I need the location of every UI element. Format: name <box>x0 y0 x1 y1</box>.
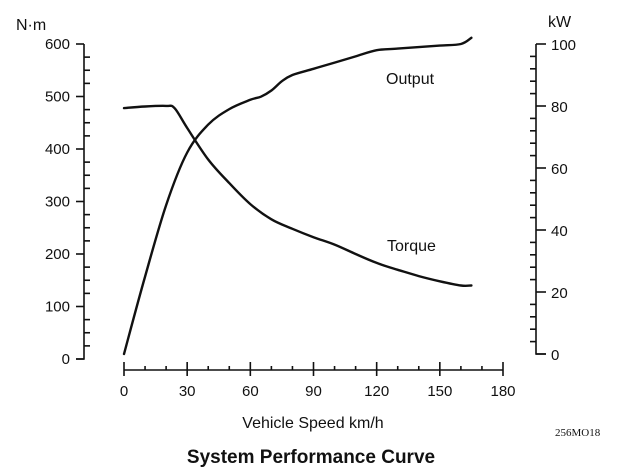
x-tick-label: 90 <box>305 383 322 400</box>
left-tick-label: 400 <box>45 141 70 158</box>
x-tick-label: 0 <box>120 383 128 400</box>
right-tick-label: 60 <box>551 161 568 178</box>
series-line-torque <box>122 104 473 288</box>
right-tick-label: 80 <box>551 99 568 116</box>
left-tick-label: 0 <box>62 351 70 368</box>
left-tick-label: 500 <box>45 89 70 106</box>
annotation-output: Output <box>386 71 435 88</box>
left-axis-unit-label: N·m <box>16 17 46 34</box>
right-axis-ticks: 0 20 40 60 80 100 <box>530 37 576 364</box>
x-tick-label: 120 <box>364 383 389 400</box>
chart-title: System Performance Curve <box>187 447 435 468</box>
right-tick-label: 0 <box>551 347 559 364</box>
left-tick-label: 100 <box>45 299 70 316</box>
left-axis-ticks: 0 100 200 300 400 500 600 <box>45 36 90 368</box>
right-axis-unit-label: kW <box>548 14 572 31</box>
right-axis-line <box>535 44 546 355</box>
x-tick-label: 180 <box>490 383 515 400</box>
right-tick-label: 20 <box>551 285 568 302</box>
series-line-output <box>122 36 473 356</box>
figure-code: 256MO18 <box>555 427 601 439</box>
x-axis-ticks: 0 30 60 90 120 150 180 <box>120 362 516 400</box>
right-tick-label: 40 <box>551 223 568 240</box>
left-tick-label: 600 <box>45 36 70 53</box>
left-tick-label: 300 <box>45 194 70 211</box>
x-tick-label: 60 <box>242 383 259 400</box>
left-tick-label: 200 <box>45 246 70 263</box>
x-tick-label: 150 <box>427 383 452 400</box>
x-tick-label: 30 <box>179 383 196 400</box>
annotation-torque: Torque <box>387 238 436 255</box>
right-tick-label: 100 <box>551 37 576 54</box>
x-axis-label: Vehicle Speed km/h <box>242 415 383 432</box>
